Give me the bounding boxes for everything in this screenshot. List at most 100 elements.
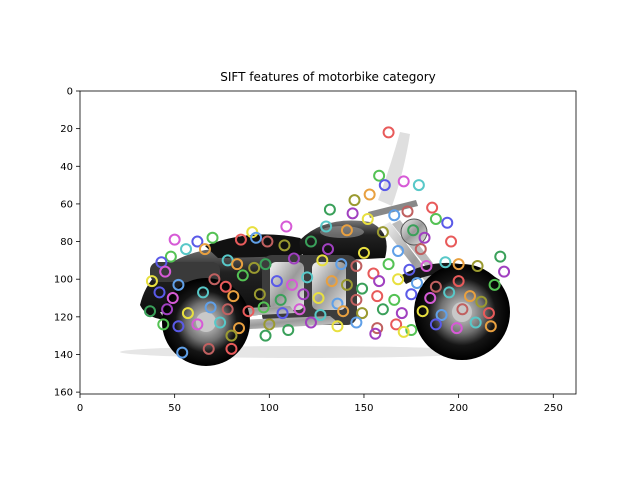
sift-keypoint xyxy=(382,126,395,139)
sift-keypoint xyxy=(221,303,234,316)
sift-keypoint xyxy=(435,308,448,321)
x-axis: 0 50 100 150 200 250 xyxy=(77,394,563,414)
sift-keypoint xyxy=(482,307,495,320)
sift-keypoint xyxy=(388,209,401,222)
axes-frame xyxy=(79,90,577,395)
sift-keypoint xyxy=(361,212,374,225)
sift-keypoint xyxy=(395,307,408,320)
sift-keypoint xyxy=(331,320,344,333)
x-tick-label: 150 xyxy=(354,403,373,414)
sift-keypoint xyxy=(312,292,325,305)
sift-keypoint xyxy=(197,286,210,299)
sift-keypoint xyxy=(371,322,384,335)
sift-keypoint xyxy=(233,322,246,335)
sift-keypoint xyxy=(378,179,391,192)
sift-keypoint xyxy=(452,258,465,271)
sift-keypoint xyxy=(280,220,293,233)
sift-keypoint xyxy=(257,301,270,314)
sift-keypoint xyxy=(191,235,204,248)
y-tick-label: 100 xyxy=(54,275,73,286)
sift-keypoint xyxy=(443,286,456,299)
sift-keypoint xyxy=(494,250,507,263)
sift-keypoint xyxy=(392,244,405,257)
sift-keypoint xyxy=(405,288,418,301)
y-tick-label: 60 xyxy=(60,199,73,210)
sift-keypoint xyxy=(145,275,158,288)
sift-keypoint xyxy=(407,224,420,237)
sift-keypoint xyxy=(390,318,403,331)
sift-keypoint xyxy=(286,278,299,291)
sift-keypoint xyxy=(376,303,389,316)
y-tick-label: 20 xyxy=(60,124,73,135)
sift-keypoint xyxy=(350,260,363,273)
sift-keypoint xyxy=(198,243,211,256)
sift-keypoint xyxy=(157,318,170,331)
sift-keypoint xyxy=(348,194,361,207)
sift-keypoint xyxy=(161,303,174,316)
sift-keypoint xyxy=(363,188,376,201)
sift-keypoint xyxy=(445,235,458,248)
x-tick-label: 200 xyxy=(449,403,468,414)
sift-keypoint xyxy=(439,256,452,269)
motorbike-image xyxy=(80,91,576,394)
y-tick-label: 160 xyxy=(54,388,73,399)
sift-keypoint xyxy=(331,297,344,310)
sift-keypoint xyxy=(397,175,410,188)
sift-keypoint xyxy=(214,316,227,329)
sift-keypoint xyxy=(181,307,194,320)
sift-keypoint xyxy=(234,233,247,246)
x-tick-label: 50 xyxy=(168,403,181,414)
sift-keypoint xyxy=(322,243,334,256)
sift-keypoint xyxy=(410,276,423,289)
sift-keypoint xyxy=(242,305,255,318)
sift-keypoint xyxy=(346,207,359,220)
sift-keypoint xyxy=(304,235,317,248)
sift-keypoint xyxy=(369,327,382,340)
sift-keypoint xyxy=(429,212,442,225)
sift-keypoint xyxy=(475,295,488,308)
sift-keypoint xyxy=(208,273,221,286)
sift-keypoint xyxy=(274,293,287,306)
sift-keypoint xyxy=(191,318,204,331)
sift-keypoint xyxy=(301,271,314,284)
y-tick-label: 140 xyxy=(54,350,73,361)
sift-keypoint xyxy=(426,201,439,214)
sift-keypoint xyxy=(325,275,338,288)
sift-keypoint xyxy=(231,258,244,271)
sift-keypoint xyxy=(323,203,336,216)
sift-keypoint xyxy=(168,233,181,246)
sift-keypoint xyxy=(261,235,274,248)
sift-keypoint xyxy=(382,258,395,271)
sift-keypoint xyxy=(225,329,238,342)
sift-keypoint xyxy=(416,305,429,318)
sift-keypoint xyxy=(418,231,431,244)
chart-title: SIFT features of motorbike category xyxy=(220,70,435,84)
sift-keypoint xyxy=(429,280,442,293)
sift-keypoint xyxy=(371,290,384,303)
sift-keypoint xyxy=(356,307,369,320)
sift-keypoint xyxy=(498,265,511,278)
sift-keypoint xyxy=(414,243,427,256)
sift-keypoint xyxy=(270,275,283,288)
y-axis: 0 20 40 60 80 100 120 140 160 xyxy=(54,87,80,399)
sift-keypoint xyxy=(219,280,232,293)
sift-keypoint xyxy=(225,342,238,355)
sift-keypoint xyxy=(441,216,454,229)
sift-keypoint xyxy=(357,246,370,259)
sift-keypoint xyxy=(172,278,185,291)
y-tick-label: 120 xyxy=(54,312,73,323)
sift-keypoint xyxy=(263,318,276,331)
sift-keypoint xyxy=(164,250,177,263)
sift-keypoint xyxy=(166,292,179,305)
sift-keypoint xyxy=(397,325,410,338)
sift-keypoint xyxy=(206,231,219,244)
sift-keypoint xyxy=(253,288,266,301)
sift-keypoint xyxy=(350,293,363,306)
sift-keypoint xyxy=(276,307,289,320)
sift-keypoint xyxy=(452,275,465,288)
sift-keypoint xyxy=(259,329,272,342)
sift-keypoint xyxy=(316,254,329,267)
sift-keypoint xyxy=(376,226,389,239)
x-tick-label: 0 xyxy=(77,403,83,414)
